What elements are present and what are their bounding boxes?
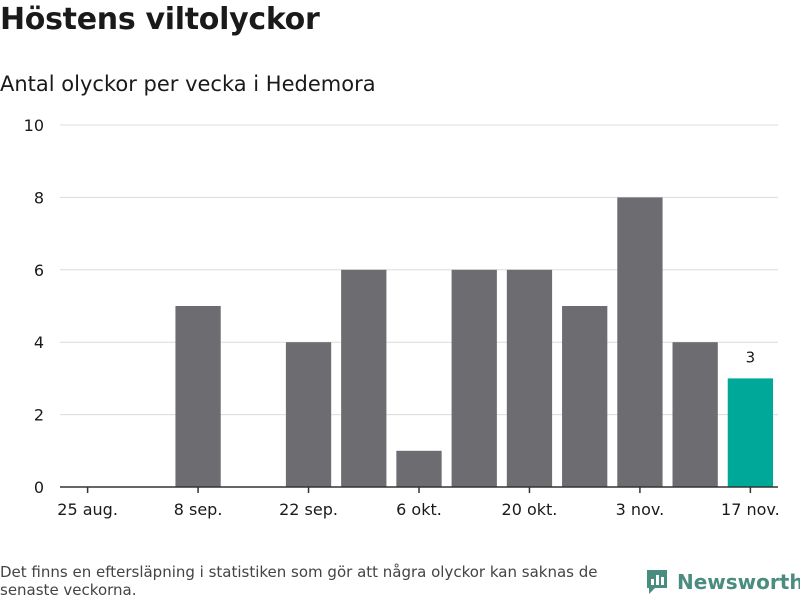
bar-highlight xyxy=(727,378,774,487)
y-tick-label: 2 xyxy=(34,406,44,425)
bar-chart: 0 2 4 6 8 10 3 25 aug. 8 sep. 22 sep. 6 okt. 20 okt… xyxy=(24,116,780,519)
data-label: 3 xyxy=(746,348,756,366)
bar xyxy=(672,342,718,487)
bar xyxy=(617,197,663,487)
chart-subtitle: Antal olyckor per vecka i Hedemora xyxy=(0,72,376,96)
bar xyxy=(562,306,608,487)
y-tick-label: 10 xyxy=(24,116,44,135)
bar xyxy=(451,269,497,487)
x-tick-label: 3 nov. xyxy=(616,500,665,519)
bar xyxy=(341,269,387,487)
x-tick-label: 20 okt. xyxy=(502,500,558,519)
newsworthy-logo[interactable]: Newsworthy xyxy=(645,568,800,596)
bar xyxy=(506,269,553,487)
y-tick-label: 6 xyxy=(34,261,44,280)
chart-title: Höstens viltolyckor xyxy=(0,2,320,37)
bar xyxy=(285,342,332,487)
x-tick-label: 8 sep. xyxy=(174,500,223,519)
y-tick-label: 0 xyxy=(34,478,44,497)
x-tick-label: 6 okt. xyxy=(396,500,442,519)
bar xyxy=(175,306,221,487)
x-tick-label: 17 nov. xyxy=(721,500,780,519)
x-tick-label: 22 sep. xyxy=(279,500,338,519)
bar xyxy=(396,450,442,487)
y-tick-label: 8 xyxy=(34,188,44,207)
y-tick-label: 4 xyxy=(34,333,44,352)
x-tick-label: 25 aug. xyxy=(57,500,118,519)
newsworthy-logo-icon xyxy=(647,570,667,594)
brand-name: Newsworthy xyxy=(677,570,800,594)
footnote: Det finns en eftersläpning i statistiken… xyxy=(0,563,598,599)
